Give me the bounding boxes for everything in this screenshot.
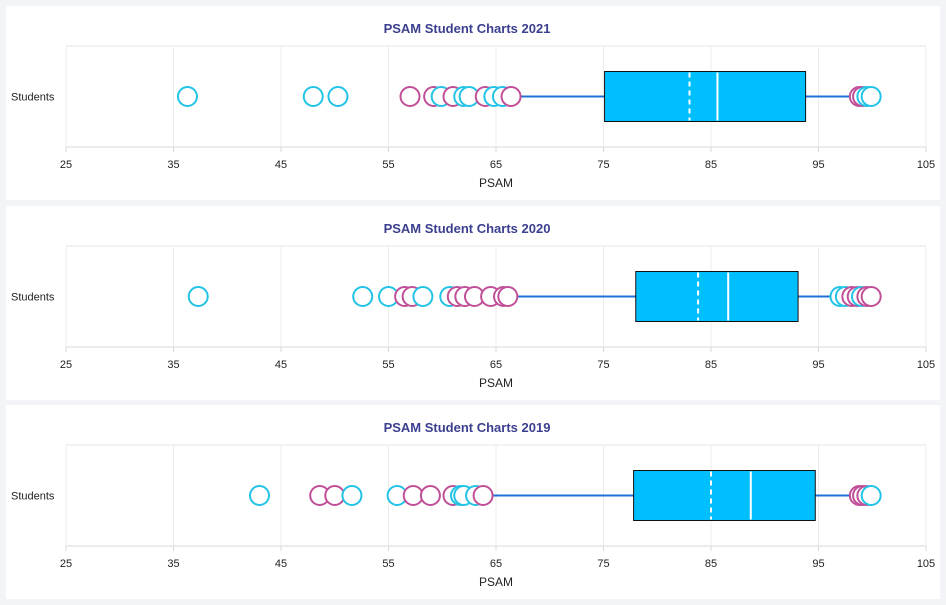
x-tick-label: 25 <box>60 558 72 570</box>
outlier-point[interactable] <box>302 86 324 107</box>
outlier-point[interactable] <box>399 86 421 107</box>
x-tick-label: 45 <box>275 359 287 371</box>
x-tick-label: 65 <box>490 558 502 570</box>
outlier-point[interactable] <box>860 86 882 107</box>
x-tick-label: 35 <box>167 359 179 371</box>
x-tick-label: 75 <box>597 558 609 570</box>
iqr-box[interactable] <box>633 470 816 521</box>
chart-title: PSAM Student Charts 2021 <box>384 21 551 36</box>
x-tick-label: 95 <box>812 159 824 171</box>
x-tick-label: 35 <box>167 159 179 171</box>
outlier-point[interactable] <box>472 485 494 506</box>
x-tick-label: 105 <box>917 159 935 171</box>
outlier-point[interactable] <box>324 485 346 506</box>
box-plot-svg: PSAM Student Charts 2019 25 35 45 55 65 75 85 95… <box>11 420 935 589</box>
chart-panel-0: PSAM Student Charts 2021 25 35 45 55 65 75 85 95… <box>6 6 940 200</box>
category-label: Students <box>11 491 55 503</box>
box-plot-svg: PSAM Student Charts 2021 25 35 45 55 65 75 85 95… <box>11 21 935 190</box>
x-tick-label: 25 <box>60 159 72 171</box>
outlier-point[interactable] <box>860 286 882 307</box>
x-tick-label: 95 <box>812 558 824 570</box>
outlier-point[interactable] <box>187 286 209 307</box>
x-tick-label: 85 <box>705 159 717 171</box>
x-tick-label: 85 <box>705 558 717 570</box>
x-tick-label: 105 <box>917 558 935 570</box>
outlier-point[interactable] <box>412 286 434 307</box>
x-axis-label: PSAM <box>479 575 513 589</box>
outlier-point[interactable] <box>497 286 519 307</box>
x-axis-label: PSAM <box>479 176 513 190</box>
x-tick-label: 25 <box>60 359 72 371</box>
x-tick-label: 55 <box>382 359 394 371</box>
chart-panel-1: PSAM Student Charts 2020 25 35 45 55 65 75 85 95… <box>6 206 940 400</box>
outlier-point[interactable] <box>176 86 198 107</box>
outlier-point[interactable] <box>327 86 349 107</box>
outlier-point[interactable] <box>341 485 363 506</box>
chart-title: PSAM Student Charts 2020 <box>384 221 551 236</box>
box-plot-svg: PSAM Student Charts 2020 25 35 45 55 65 75 85 95… <box>11 221 935 390</box>
outlier-point[interactable] <box>352 286 374 307</box>
iqr-box[interactable] <box>604 71 807 122</box>
x-tick-label: 85 <box>705 359 717 371</box>
category-label: Students <box>11 92 55 104</box>
x-tick-label: 65 <box>490 359 502 371</box>
x-axis-label: PSAM <box>479 376 513 390</box>
chart-panel-2: PSAM Student Charts 2019 25 35 45 55 65 75 85 95… <box>6 405 940 599</box>
x-tick-label: 95 <box>812 359 824 371</box>
outlier-point[interactable] <box>419 485 441 506</box>
x-tick-label: 55 <box>382 159 394 171</box>
x-tick-label: 105 <box>917 359 935 371</box>
category-label: Students <box>11 292 55 304</box>
outlier-point[interactable] <box>500 86 522 107</box>
iqr-box[interactable] <box>635 271 799 322</box>
x-tick-label: 35 <box>167 558 179 570</box>
x-tick-label: 65 <box>490 159 502 171</box>
x-tick-label: 55 <box>382 558 394 570</box>
x-tick-label: 75 <box>597 159 609 171</box>
outlier-point[interactable] <box>249 485 270 506</box>
chart-title: PSAM Student Charts 2019 <box>384 420 551 435</box>
outlier-point[interactable] <box>860 485 882 506</box>
outlier-point[interactable] <box>402 485 424 506</box>
x-tick-label: 45 <box>275 558 287 570</box>
x-tick-label: 45 <box>275 159 287 171</box>
x-tick-label: 75 <box>597 359 609 371</box>
